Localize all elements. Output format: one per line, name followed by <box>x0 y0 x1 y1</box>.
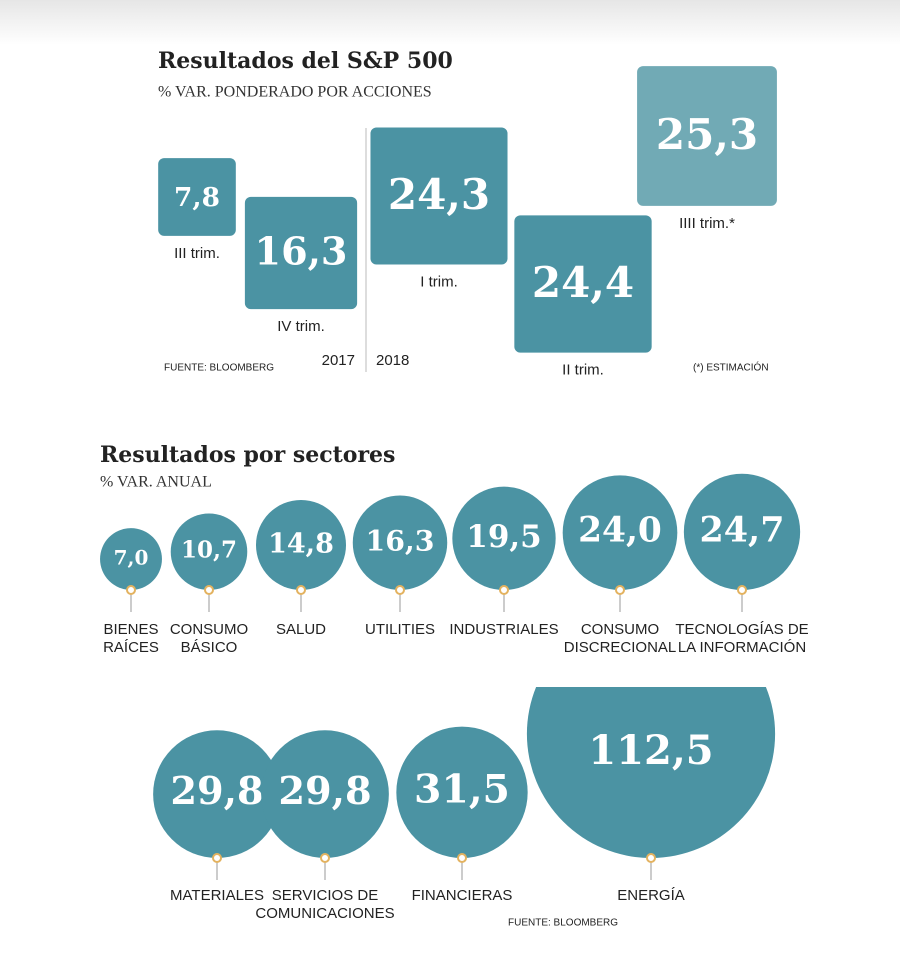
value-square <box>637 66 777 206</box>
value-square <box>370 127 508 265</box>
category-label: COMUNICACIONES <box>255 905 394 922</box>
note: (*) ESTIMACIÓN <box>693 361 769 374</box>
category-label: BÁSICO <box>181 639 238 656</box>
value-label: 31,5 <box>414 766 510 812</box>
value-label: 14,8 <box>268 528 334 559</box>
value-label: 25,3 <box>656 110 758 159</box>
pin <box>457 853 467 863</box>
year-label: 2017 <box>322 352 355 369</box>
value-label: 24,3 <box>388 170 490 219</box>
category-label: II trim. <box>562 362 604 379</box>
value-label: 16,3 <box>255 229 348 274</box>
category-label: IIII trim.* <box>679 215 735 232</box>
category-label: TECNOLOGÍAS DE <box>675 621 808 638</box>
value-label: 16,3 <box>366 523 435 557</box>
pin <box>499 585 509 595</box>
category-label: FINANCIERAS <box>412 887 513 904</box>
category-label: SALUD <box>276 621 326 638</box>
category-label: I trim. <box>420 273 458 290</box>
value-label: 19,5 <box>466 519 541 555</box>
category-label: INDUSTRIALES <box>449 621 558 638</box>
value-bubble <box>170 513 248 590</box>
category-label: LA INFORMACIÓN <box>678 639 806 656</box>
category-label: DISCRECIONAL <box>564 639 677 656</box>
category-label: CONSUMO <box>581 621 659 638</box>
chart-subtitle: % VAR. ANUAL <box>100 474 212 491</box>
value-bubble <box>261 730 389 858</box>
value-square <box>514 215 652 353</box>
year-label: 2018 <box>376 352 409 369</box>
header-shade <box>0 0 900 45</box>
value-bubble <box>683 473 801 590</box>
value-label: 7,0 <box>114 546 149 570</box>
pin <box>204 585 214 595</box>
value-label: 24,0 <box>578 511 662 551</box>
pin <box>320 853 330 863</box>
chart-title: Resultados por sectores <box>100 442 395 468</box>
source: FUENTE: BLOOMBERG <box>164 363 274 374</box>
category-label: RAÍCES <box>103 639 159 656</box>
pin <box>212 853 222 863</box>
value-label: 29,8 <box>278 769 371 814</box>
value-bubble <box>452 486 556 590</box>
pin <box>646 853 656 863</box>
category-label: CONSUMO <box>170 621 248 638</box>
chart-title: Resultados del S&P 500 <box>158 48 453 74</box>
pin <box>737 585 747 595</box>
category-label: IV trim. <box>277 318 325 335</box>
category-label: BIENES <box>103 621 158 638</box>
value-bubble <box>352 495 448 590</box>
category-label: MATERIALES <box>170 887 264 904</box>
chart-subtitle: % VAR. PONDERADO POR ACCIONES <box>158 84 432 101</box>
value-bubble <box>396 726 528 858</box>
pin <box>126 585 136 595</box>
value-square <box>244 196 358 310</box>
value-label: 24,4 <box>532 258 634 307</box>
value-label: 29,8 <box>170 769 263 814</box>
value-label: 10,7 <box>181 537 237 564</box>
source: FUENTE: BLOOMBERG <box>508 918 618 929</box>
value-bubble <box>562 475 678 590</box>
value-square <box>158 158 236 236</box>
value-label: 7,8 <box>174 182 220 213</box>
value-label: 24,7 <box>700 509 785 550</box>
category-label: UTILITIES <box>365 621 435 638</box>
category-label: ENERGÍA <box>617 887 685 904</box>
pin <box>615 585 625 595</box>
pin <box>395 585 405 595</box>
value-bubble <box>526 687 776 858</box>
value-bubble <box>153 730 281 858</box>
value-bubble <box>100 528 162 591</box>
value-label: 112,5 <box>588 727 713 774</box>
category-label: SERVICIOS DE <box>272 887 378 904</box>
pin <box>296 585 306 595</box>
value-bubble <box>255 499 347 590</box>
category-label: III trim. <box>174 245 220 262</box>
